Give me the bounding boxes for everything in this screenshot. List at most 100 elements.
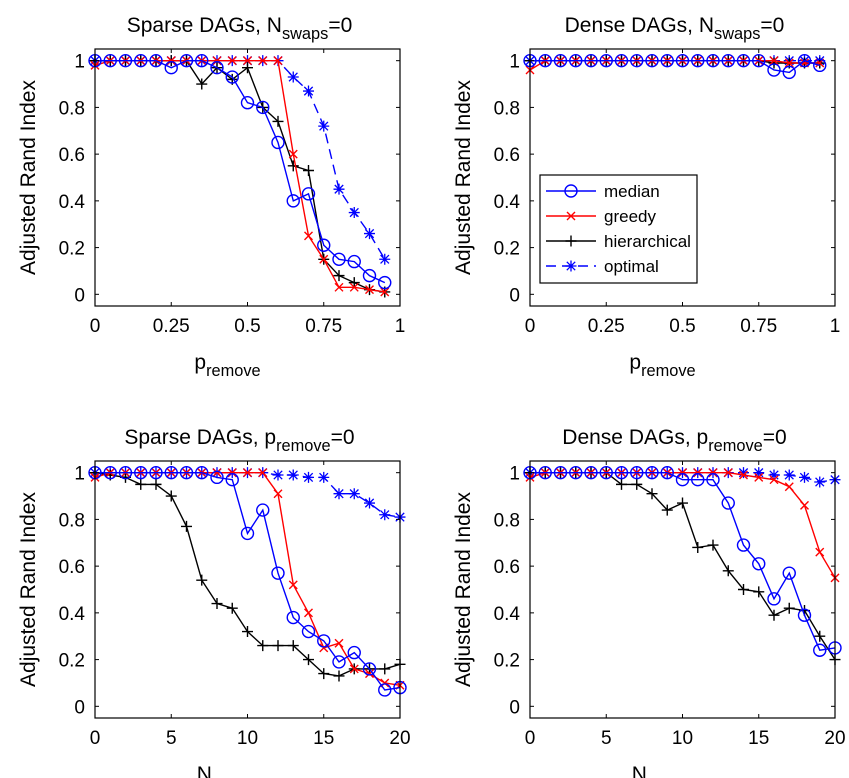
y-tick-label: 0.4 (494, 604, 521, 625)
y-tick-label: 1 (74, 52, 85, 73)
data-point-median (584, 465, 598, 480)
data-point-greedy (334, 282, 344, 292)
series-group (523, 465, 842, 666)
data-point-hierarchical (814, 630, 826, 642)
data-point-median (347, 645, 361, 660)
data-point-hierarchical (616, 478, 627, 490)
data-point-median (134, 465, 148, 480)
data-point-median (256, 503, 270, 517)
data-point-median (630, 465, 644, 480)
legend-label-median: median (604, 182, 660, 201)
data-point-median (210, 470, 224, 485)
data-point-hierarchical (333, 670, 345, 682)
x-tick-label: 15 (748, 728, 769, 749)
data-point-hierarchical (692, 541, 704, 553)
data-point-median (813, 58, 827, 73)
y-tick-label: 0.6 (59, 145, 85, 166)
x-tick-label: 0.5 (234, 316, 260, 337)
data-point-median (179, 465, 194, 480)
chart-title: Sparse DAGs, Nswaps=0 (127, 14, 353, 43)
data-point-median (362, 268, 377, 283)
data-point-median (752, 557, 766, 571)
data-point-hierarchical (196, 78, 208, 90)
legend-marker-hierarchical (565, 235, 577, 247)
data-point-greedy (319, 254, 329, 264)
data-point-greedy (212, 56, 222, 66)
data-point-optimal (348, 207, 360, 219)
data-point-median (797, 608, 812, 622)
data-point-median (347, 254, 361, 269)
series-line-median (95, 60, 386, 284)
data-point-optimal (303, 85, 314, 97)
x-axis-label: premove (194, 351, 260, 380)
data-point-greedy (334, 638, 344, 648)
data-point-median (286, 610, 300, 625)
x-tick-label: 1 (395, 316, 406, 337)
data-point-hierarchical (631, 478, 643, 490)
y-tick-label: 0 (509, 285, 520, 306)
data-point-median (317, 634, 331, 648)
data-point-median (149, 53, 163, 68)
data-point-median (614, 465, 629, 480)
data-point-median (378, 683, 392, 697)
data-point-median (118, 465, 133, 480)
data-point-hierarchical (242, 62, 253, 74)
legend-marker-optimal (565, 260, 577, 272)
legend-marker-greedy (566, 211, 576, 221)
data-point-hierarchical (768, 57, 780, 69)
data-point-median (721, 496, 735, 510)
data-point-greedy (258, 56, 268, 66)
series-group (88, 465, 407, 697)
data-point-median (553, 465, 568, 480)
data-point-greedy (166, 56, 176, 66)
data-point-optimal (753, 467, 765, 479)
data-point-optimal (333, 488, 345, 500)
y-tick-label: 0.4 (494, 192, 521, 213)
data-point-median (569, 53, 583, 68)
data-point-greedy (365, 285, 374, 295)
data-point-greedy (815, 547, 825, 557)
data-point-greedy (754, 472, 764, 482)
series-line-hierarchical (95, 60, 385, 293)
data-point-median (538, 53, 552, 68)
data-point-optimal (738, 467, 749, 479)
data-point-median (691, 53, 705, 68)
data-point-greedy (243, 56, 252, 66)
data-point-hierarchical (348, 277, 360, 289)
data-point-median (660, 465, 674, 480)
y-axis-label: Adjusted Rand Index (452, 80, 475, 275)
x-axis-label: Nswaps (632, 763, 694, 778)
x-tick-label: 0.25 (588, 316, 625, 337)
data-point-median (599, 53, 613, 68)
data-point-median (553, 53, 568, 68)
data-point-median (271, 566, 285, 580)
data-point-greedy (784, 482, 794, 492)
data-point-greedy (288, 149, 298, 159)
data-point-median (813, 643, 827, 657)
data-point-hierarchical (722, 565, 734, 577)
data-point-median (736, 538, 751, 552)
data-point-greedy (304, 608, 313, 618)
y-tick-label: 0.8 (59, 98, 85, 119)
data-point-median (675, 53, 690, 68)
y-tick-label: 0.8 (494, 510, 520, 531)
x-tick-label: 5 (601, 728, 612, 749)
data-point-greedy (273, 56, 283, 66)
y-tick-label: 0.8 (494, 98, 520, 119)
data-point-hierarchical (181, 520, 192, 532)
x-tick-label: 0 (525, 728, 536, 749)
data-point-optimal (272, 469, 284, 481)
data-point-optimal (318, 471, 330, 483)
y-tick-label: 0.6 (59, 557, 85, 578)
data-point-hierarchical (707, 539, 719, 551)
y-tick-label: 0.6 (494, 145, 520, 166)
y-tick-label: 0 (509, 697, 520, 718)
data-point-median (164, 60, 178, 75)
panel-dense-pswap: 0 0.25 0.5 0.75 1 0 0.2 0.4 0.6 0.8 1 Dense DAGs, N… (452, 14, 840, 380)
data-point-median (195, 465, 209, 480)
legend-label-greedy: greedy (604, 207, 656, 226)
data-point-greedy (258, 468, 268, 478)
data-point-median (767, 63, 781, 77)
data-point-greedy (349, 664, 359, 674)
